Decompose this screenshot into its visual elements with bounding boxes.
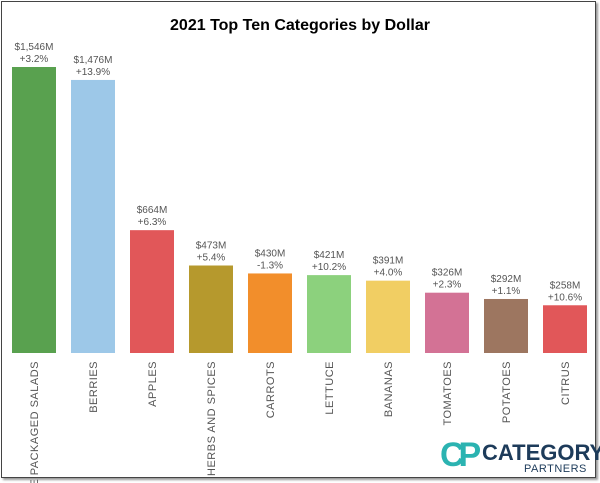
category-label: BANANAS (383, 361, 395, 417)
value-label: $430M (255, 248, 286, 259)
bar (425, 292, 469, 353)
logo-mark: CP (440, 436, 481, 474)
bar (71, 79, 115, 353)
change-label: -1.3% (257, 260, 283, 271)
change-label: +4.0% (374, 268, 403, 279)
value-label: $1,546M (15, 42, 54, 53)
change-label: +6.3% (138, 217, 167, 228)
value-label: $258M (550, 280, 581, 291)
value-label: $421M (314, 250, 345, 261)
category-label: POTATOES (501, 361, 513, 423)
change-label: +13.9% (76, 67, 110, 78)
value-label: $1,476M (74, 55, 113, 66)
bar (248, 273, 292, 353)
logo-text-category: CATEGORY (482, 440, 600, 465)
change-label: +5.4% (197, 252, 226, 263)
category-label: CITRUS (560, 361, 572, 405)
logo-text-partners: PARTNERS (524, 463, 587, 475)
category-label: HERBS AND SPICES (206, 361, 218, 476)
value-label: $664M (137, 205, 168, 216)
bar (307, 275, 351, 353)
change-label: +2.3% (433, 280, 462, 291)
bar (12, 67, 56, 353)
value-label: $326M (432, 268, 463, 279)
change-label: +10.2% (312, 262, 346, 273)
chart-title: 2021 Top Ten Categories by Dollar (170, 17, 430, 34)
bar (543, 305, 587, 353)
bar (366, 280, 410, 353)
category-label: BERRIES (88, 361, 100, 413)
category-partners-logo: CP CATEGORY PARTNERS (440, 436, 600, 478)
bar (130, 230, 174, 353)
value-label: $473M (196, 240, 227, 251)
category-label: APPLES (147, 361, 159, 407)
category-label: CARROTS (265, 361, 277, 418)
value-label: $292M (491, 274, 522, 285)
change-label: +1.1% (492, 286, 521, 297)
change-label: +10.6% (548, 292, 582, 303)
category-label: LETTUCE (324, 361, 336, 415)
change-label: +3.2% (20, 54, 49, 65)
category-label: PRE PACKAGED SALADS (29, 361, 41, 483)
category-label: TOMATOES (442, 361, 454, 426)
bar (484, 298, 528, 353)
value-label: $391M (373, 256, 404, 267)
bar (189, 265, 233, 353)
